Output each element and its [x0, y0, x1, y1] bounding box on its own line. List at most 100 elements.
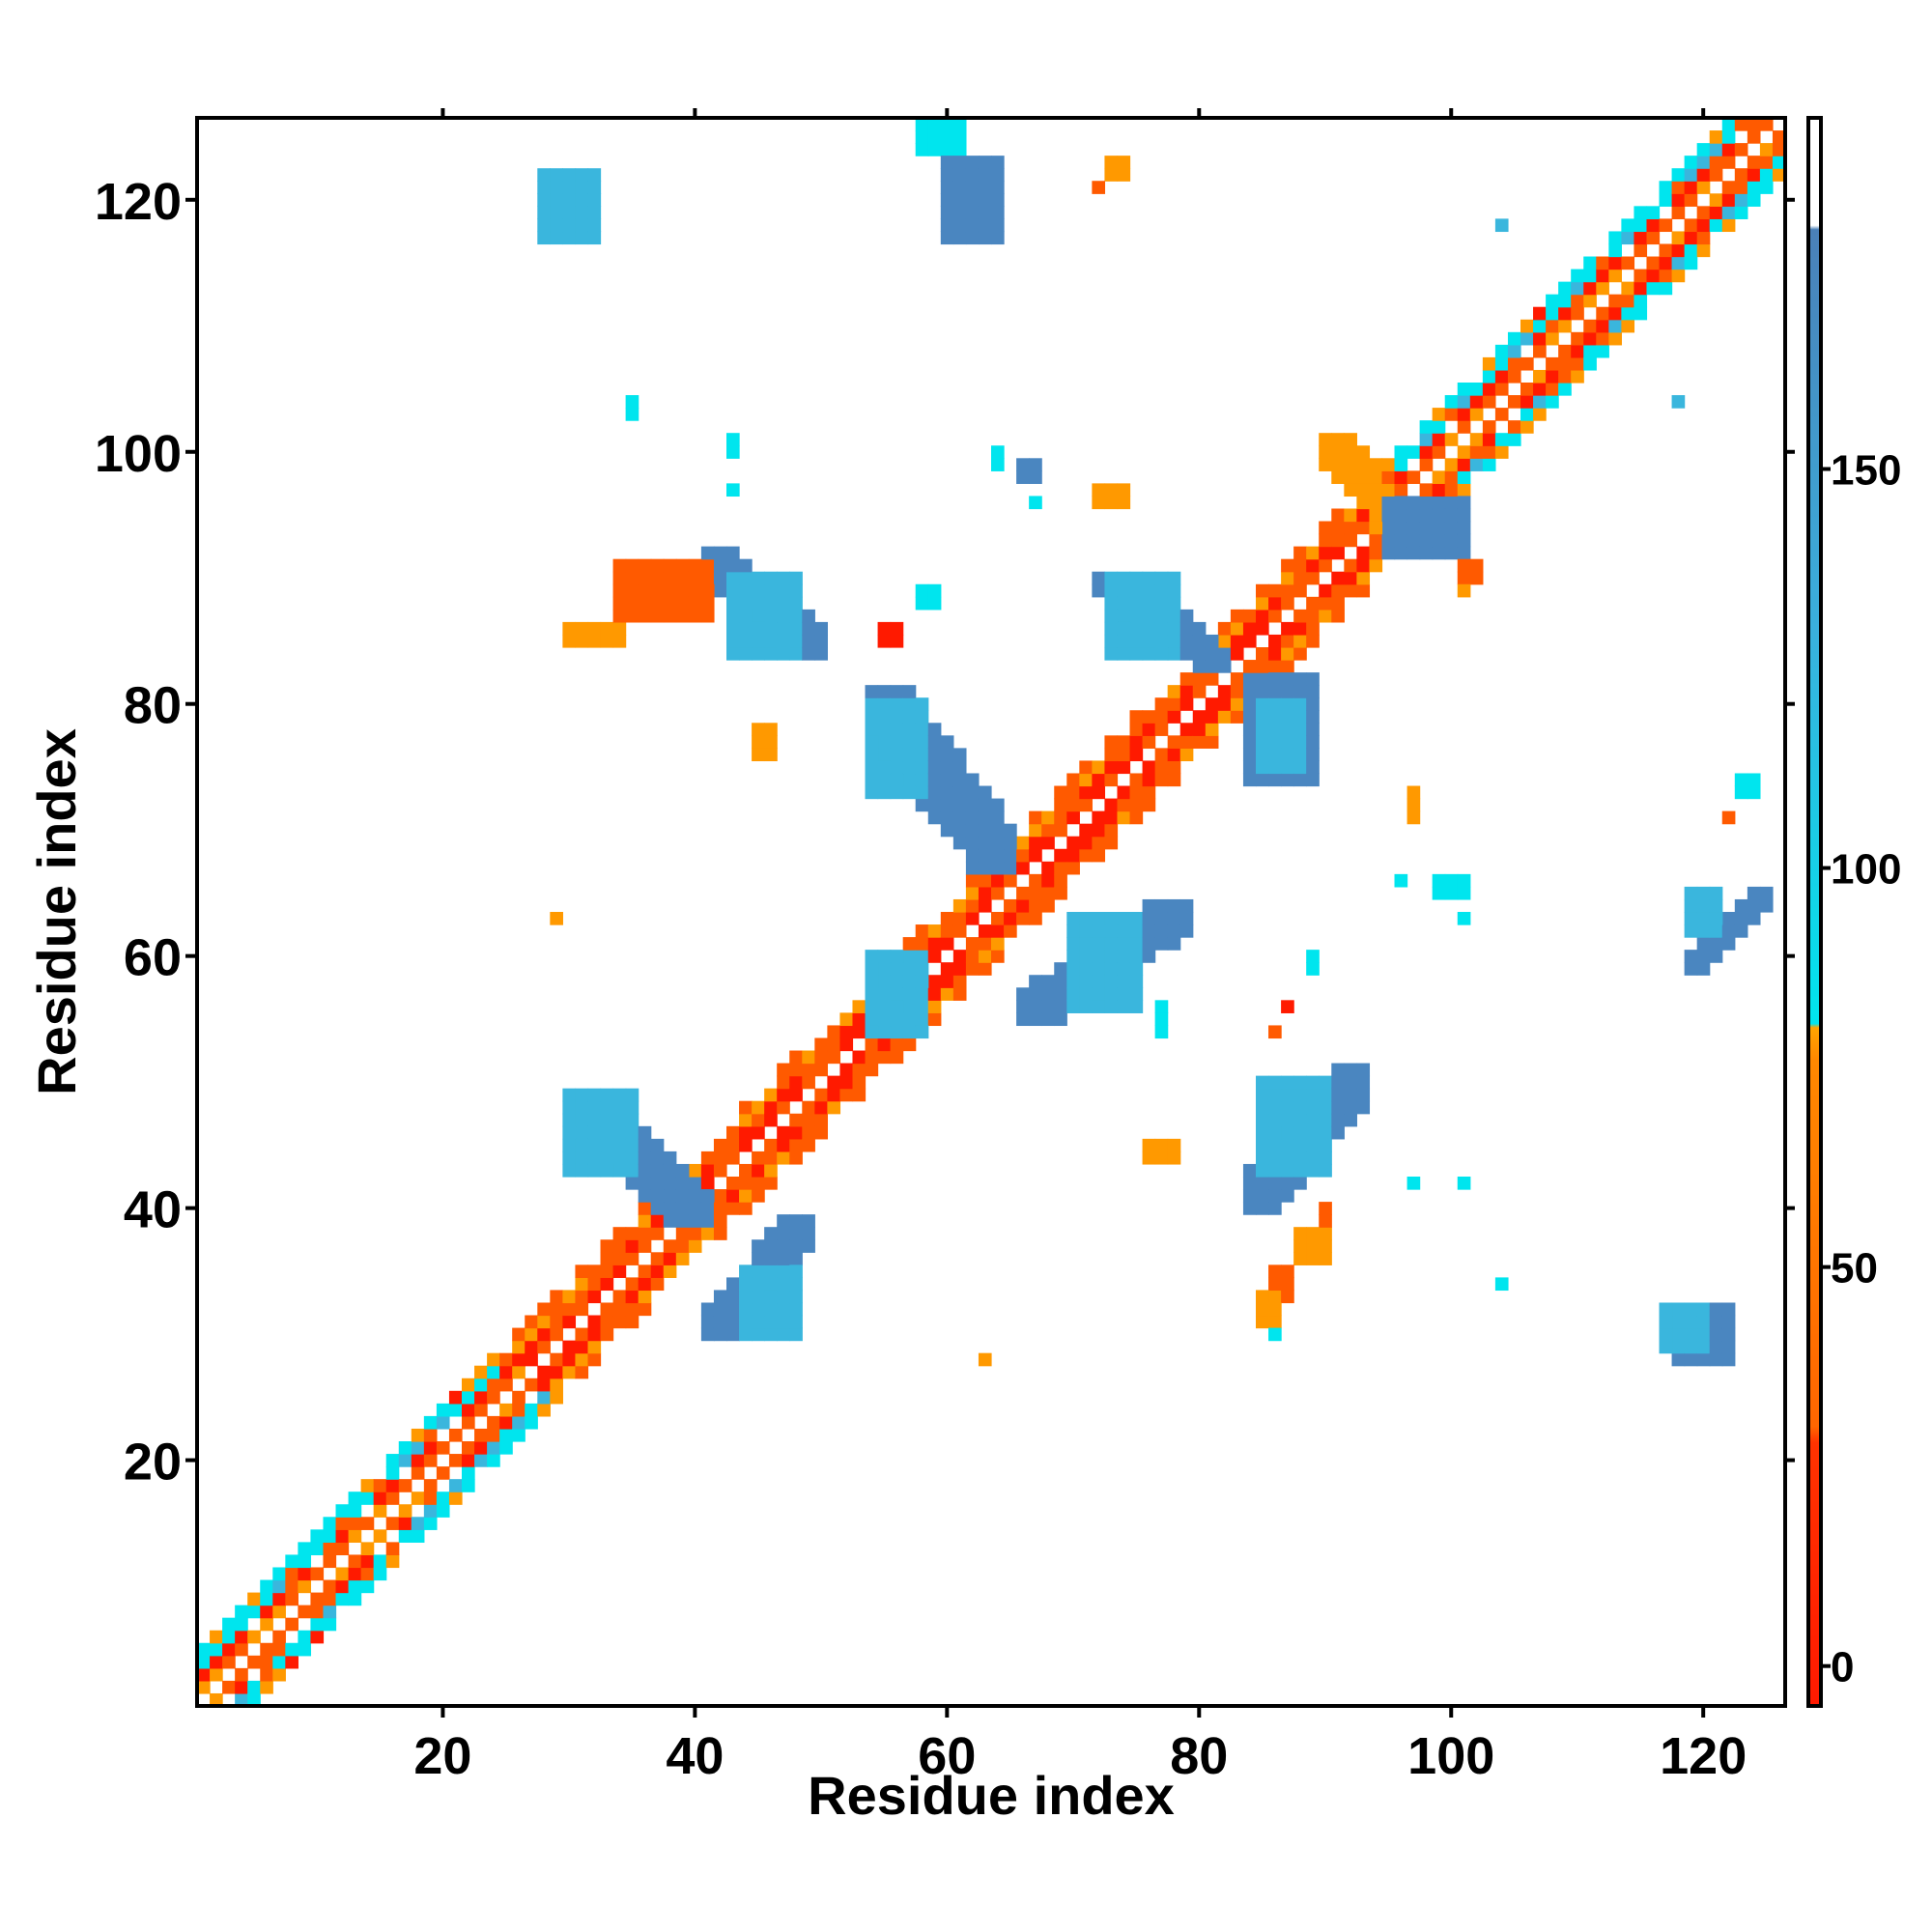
- heatmap-cell: [562, 1088, 577, 1102]
- heatmap-cell: [739, 1189, 753, 1203]
- heatmap-cell: [1319, 583, 1332, 598]
- heatmap-cell: [512, 1403, 526, 1417]
- heatmap-cell: [700, 583, 715, 598]
- heatmap-cell: [952, 181, 967, 194]
- heatmap-cell: [1684, 243, 1698, 258]
- heatmap-cell: [323, 1579, 337, 1594]
- heatmap-cell: [1319, 1088, 1332, 1102]
- heatmap-cell: [1293, 760, 1307, 775]
- heatmap-cell: [952, 168, 967, 182]
- heatmap-cell: [952, 773, 967, 787]
- heatmap-cell: [1268, 735, 1282, 749]
- heatmap-cell: [1356, 571, 1371, 585]
- heatmap-cell: [1104, 168, 1119, 182]
- heatmap-cell: [310, 1630, 325, 1644]
- heatmap-cell: [600, 1277, 614, 1292]
- heatmap-cell: [575, 218, 589, 233]
- heatmap-cell: [1142, 760, 1156, 775]
- heatmap-cell: [688, 1214, 702, 1228]
- heatmap-cell: [726, 1290, 740, 1304]
- heatmap-cell: [1482, 420, 1496, 434]
- heatmap-cell: [1432, 433, 1446, 446]
- heatmap-cell: [877, 710, 892, 724]
- heatmap-cell: [1154, 583, 1169, 598]
- heatmap-cell: [1344, 1063, 1357, 1077]
- heatmap-cell: [1179, 647, 1194, 661]
- heatmap-cell: [575, 206, 589, 219]
- heatmap-cell: [1621, 306, 1635, 321]
- heatmap-cell: [1179, 697, 1194, 711]
- heatmap-cell: [764, 1177, 778, 1190]
- heatmap-cell: [1079, 798, 1093, 812]
- heatmap-cell: [1154, 621, 1169, 636]
- heatmap-cell: [978, 886, 992, 900]
- heatmap-cell: [1444, 873, 1459, 888]
- heatmap-cell: [1142, 898, 1156, 913]
- heatmap-cell: [965, 937, 980, 951]
- heatmap-cell: [1331, 546, 1345, 560]
- heatmap-cell: [915, 785, 929, 800]
- heatmap-cell: [927, 143, 942, 156]
- heatmap-cell: [1306, 760, 1320, 775]
- heatmap-cell: [1016, 886, 1030, 900]
- heatmap-cell: [1117, 785, 1131, 800]
- heatmap-cell: [940, 760, 954, 775]
- heatmap-cell: [1142, 596, 1156, 611]
- heatmap-cell: [1583, 294, 1597, 308]
- heatmap-cell: [777, 1214, 790, 1228]
- heatmap-cell: [1684, 1352, 1698, 1367]
- heatmap-cell: [675, 1202, 690, 1215]
- heatmap-cell: [1066, 798, 1080, 812]
- heatmap-cell: [978, 231, 992, 245]
- heatmap-cell: [1319, 1151, 1332, 1165]
- heatmap-cell: [625, 395, 639, 409]
- heatmap-cell: [272, 1605, 286, 1619]
- heatmap-cell: [360, 1517, 375, 1530]
- heatmap-cell: [726, 596, 740, 611]
- heatmap-cell: [1621, 281, 1635, 296]
- heatmap-cell: [978, 181, 992, 194]
- heatmap-cell: [1634, 269, 1648, 283]
- heatmap-cell: [1167, 571, 1181, 585]
- heatmap-cell: [1558, 319, 1572, 333]
- heatmap-cell: [1356, 1100, 1371, 1115]
- heatmap-cell: [1608, 331, 1622, 346]
- heatmap-cell: [1268, 1277, 1282, 1292]
- heatmap-cell: [700, 571, 715, 585]
- heatmap-cell: [1596, 256, 1609, 270]
- heatmap-cell: [1747, 773, 1761, 787]
- heatmap-cell: [865, 723, 879, 736]
- heatmap-cell: [1684, 156, 1698, 169]
- heatmap-cell: [1306, 609, 1320, 623]
- heatmap-cell: [777, 1239, 790, 1253]
- heatmap-cell: [752, 1277, 765, 1292]
- heatmap-cell: [1394, 521, 1408, 535]
- heatmap-cell: [991, 231, 1005, 245]
- heatmap-cell: [1457, 873, 1471, 888]
- heatmap-cell: [600, 1151, 614, 1165]
- heatmap-cell: [1029, 496, 1042, 510]
- heatmap-cell: [1029, 975, 1042, 988]
- heatmap-cell: [952, 118, 967, 131]
- heatmap-cell: [890, 685, 904, 698]
- heatmap-cell: [1684, 924, 1698, 938]
- heatmap-cell: [1142, 924, 1156, 938]
- heatmap-cell: [991, 937, 1005, 951]
- heatmap-cell: [562, 1138, 577, 1152]
- heatmap-cell: [865, 1012, 879, 1027]
- heatmap-cell: [1319, 533, 1332, 548]
- heatmap-cell: [587, 1125, 602, 1140]
- heatmap-cell: [1268, 1177, 1282, 1190]
- heatmap-cell: [562, 1290, 577, 1304]
- heatmap-cell: [991, 156, 1005, 169]
- heatmap-cell: [1079, 836, 1093, 850]
- heatmap-cell: [1256, 1302, 1269, 1317]
- heatmap-cell: [777, 1063, 790, 1077]
- heatmap-cell: [1142, 950, 1156, 963]
- heatmap-cell: [1293, 773, 1307, 787]
- heatmap-cell: [764, 1315, 778, 1329]
- heatmap-cell: [915, 710, 929, 724]
- heatmap-cell: [965, 950, 980, 963]
- heatmap-cell: [1520, 383, 1534, 396]
- heatmap-cell: [764, 735, 778, 749]
